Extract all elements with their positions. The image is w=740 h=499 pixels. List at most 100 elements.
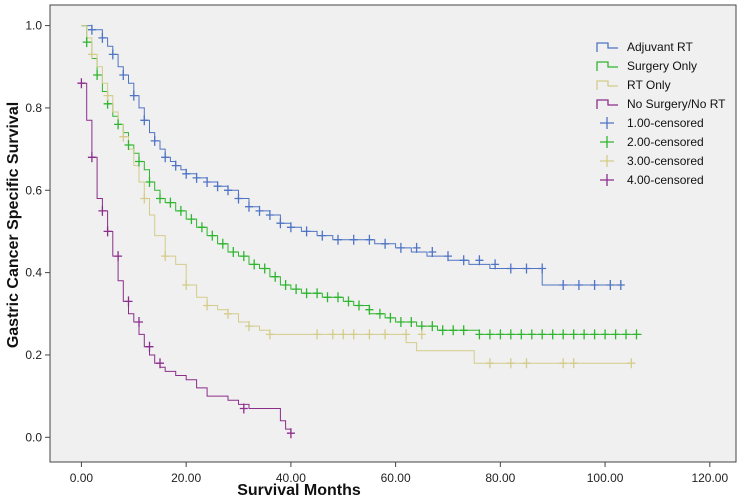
censor-mark-4-00-censored [145,341,154,352]
censor-mark-1-00-censored [87,24,96,35]
censor-mark-3-00-censored [224,308,232,319]
censor-marks [77,24,641,439]
legend-label-surgery-only: Surgery Only [627,59,697,73]
censor-mark-2-00-censored [166,197,175,208]
censor-mark-1-00-censored [491,259,500,270]
censor-mark-3-00-censored [103,90,112,101]
censor-mark-2-00-censored [344,296,353,307]
x-tick-label: 80.00 [485,471,515,485]
censor-mark-1-00-censored [286,222,295,233]
censor-mark-1-00-censored [129,90,138,101]
y-axis-ticks: 0.0 0.2 0.4 0.6 0.8 1.0 [25,19,50,444]
censor-mark-2-00-censored [428,321,437,332]
censor-mark-1-00-censored [224,185,232,196]
censor-mark-1-00-censored [334,234,342,245]
censor-mark-4-00-censored [103,226,112,237]
censor-mark-3-00-censored [627,358,636,369]
censor-mark-3-00-censored [119,131,128,142]
censor-mark-1-00-censored [459,255,468,266]
censor-mark-2-00-censored [365,304,374,315]
censor-mark-1-00-censored [182,168,191,179]
censor-mark-2-00-censored [187,214,196,225]
censor-mark-4-00-censored [286,428,295,439]
legend-label-rt-only: RT Only [627,78,671,92]
censor-mark-2-00-censored [176,205,185,216]
legend-swatch-rt-only [596,80,618,90]
censor-mark-3-00-censored [559,358,568,369]
censor-mark-2-00-censored [559,329,568,340]
censor-mark-3-00-censored [349,329,358,340]
y-tick-label: 1.0 [25,19,42,33]
censor-mark-3-00-censored [522,358,531,369]
censor-mark-3-00-censored [265,329,274,340]
censor-mark-3-00-censored [182,280,191,290]
censor-mark-1-00-censored [574,280,583,290]
censor-mark-3-00-censored [365,329,374,340]
legend-label-adjuvant-rt: Adjuvant RT [627,40,693,54]
censor-mark-3-00-censored [569,358,578,369]
censor-mark-2-00-censored [407,317,416,327]
censor-mark-1-00-censored [522,263,531,274]
x-tick-label: 60.00 [381,471,411,485]
censor-mark-1-00-censored [265,210,274,220]
censor-mark-2-00-censored [302,288,311,299]
censor-mark-2-00-censored [459,325,468,336]
censor-mark-3-00-censored [245,321,253,332]
censor-mark-2-00-censored [218,238,227,249]
censor-mark-2-00-censored [569,329,578,340]
censor-mark-1-00-censored [606,280,615,290]
censor-mark-1-00-censored [412,242,421,253]
censor-mark-2-00-censored [156,193,164,204]
censor-mark-2-00-censored [375,308,384,319]
plot-area [49,4,737,463]
censor-mark-2-00-censored [271,271,280,282]
censor-mark-2-00-censored [124,140,133,150]
y-tick-label: 0.4 [25,266,42,280]
censor-mark-3-00-censored [203,300,212,311]
censor-mark-1-00-censored [381,238,390,249]
censor-mark-3-00-censored [313,329,322,340]
censor-mark-2-00-censored [517,329,526,340]
censor-mark-2-00-censored [438,325,447,336]
censor-mark-2-00-censored [135,156,143,167]
censor-mark-1-00-censored [396,242,405,253]
censor-mark-2-00-censored [197,222,206,233]
x-axis-ticks: 0.00 20.00 40.00 60.00 80.00 100.00 120.00 [70,462,728,485]
censor-mark-2-00-censored [506,329,515,340]
censor-mark-2-00-censored [208,230,217,241]
censor-mark-3-00-censored [506,358,515,369]
y-tick-label: 0.2 [25,348,42,362]
censor-mark-1-00-censored [150,135,159,146]
censor-mark-3-00-censored [140,193,149,204]
legend: Adjuvant RT Surgery Only RT Only No Surgery… [596,40,726,187]
y-tick-label: 0.6 [25,183,42,197]
censor-mark-2-00-censored [281,280,290,290]
x-tick-label: 0.00 [70,471,94,485]
censor-mark-1-00-censored [245,201,253,212]
legend-label-4-00-censored: 4.00-censored [627,173,704,187]
censor-mark-1-00-censored [365,234,374,245]
censor-mark-1-00-censored [428,247,437,257]
censor-mark-2-00-censored [292,284,301,295]
censor-mark-1-00-censored [475,255,484,266]
x-tick-label: 40.00 [276,471,306,485]
censor-mark-1-00-censored [506,263,515,274]
censor-mark-1-00-censored [302,226,311,237]
censor-mark-3-00-censored [161,251,170,262]
censor-mark-2-00-censored [114,119,123,130]
censor-mark-3-00-censored [485,358,494,369]
y-axis-title: Gastric Cancer Specific Survival [5,102,22,348]
censor-mark-2-00-censored [611,329,620,340]
censor-mark-3-00-censored [381,329,390,340]
legend-swatch-2-00-censored [600,136,614,148]
censor-mark-1-00-censored [213,181,222,192]
censor-mark-1-00-censored [192,172,201,183]
censor-mark-4-00-censored [77,78,86,89]
censor-mark-1-00-censored [108,49,117,60]
legend-swatch-4-00-censored [600,174,614,186]
censor-mark-2-00-censored [313,288,322,299]
censor-mark-2-00-censored [527,329,536,340]
censor-mark-2-00-censored [396,317,405,327]
x-tick-label: 20.00 [171,471,201,485]
legend-swatch-no-surgery-no-rt [596,99,618,109]
